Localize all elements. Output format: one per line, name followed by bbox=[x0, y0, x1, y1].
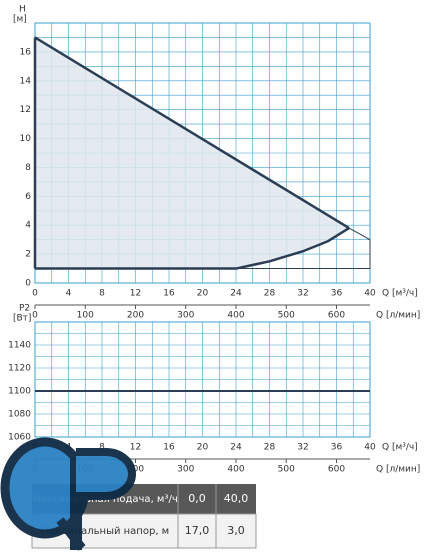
x-tick-label: 20 bbox=[197, 443, 209, 453]
plot-frame bbox=[34, 321, 371, 438]
y-tick-label: 16 bbox=[20, 47, 32, 57]
x-tick-label: 36 bbox=[331, 443, 343, 453]
cell: 3,0 bbox=[227, 524, 245, 537]
y-tick-label: 10 bbox=[20, 134, 32, 144]
y-tick-label: 1080 bbox=[8, 410, 31, 420]
x-tick-label: 24 bbox=[230, 289, 242, 299]
x-tick-label: 20 bbox=[197, 289, 209, 299]
y-axis-label: H bbox=[19, 5, 26, 15]
x-tick-label: 0 bbox=[32, 289, 38, 299]
x2-tick-label: 400 bbox=[227, 311, 244, 321]
x-tick-label: 8 bbox=[99, 443, 105, 453]
x-tick-label: 28 bbox=[264, 289, 276, 299]
x2-tick-label: 0 bbox=[32, 311, 38, 321]
x2-tick-label: 100 bbox=[77, 311, 94, 321]
x-tick-label: 4 bbox=[66, 289, 72, 299]
logo-q bbox=[5, 442, 85, 534]
x2-tick-label: 200 bbox=[127, 465, 144, 475]
y-axis-unit: [м] bbox=[13, 15, 27, 25]
y-tick-label: 8 bbox=[25, 163, 31, 173]
y-tick-label: 2 bbox=[25, 250, 31, 260]
x2-tick-label: 600 bbox=[328, 311, 345, 321]
x-tick-label: 16 bbox=[163, 443, 175, 453]
x2-tick-label: 300 bbox=[177, 311, 194, 321]
y-tick-label: 12 bbox=[20, 105, 31, 115]
y-tick-label: 1060 bbox=[8, 433, 31, 443]
y-tick-label: 1120 bbox=[8, 364, 31, 374]
x2-tick-label: 600 bbox=[328, 465, 345, 475]
y-tick-label: 0 bbox=[25, 279, 31, 289]
x-tick-label: 32 bbox=[297, 289, 308, 299]
x-tick-label: 32 bbox=[297, 443, 308, 453]
y-axis-unit: [Вт] bbox=[13, 314, 31, 324]
x2-tick-label: 400 bbox=[227, 465, 244, 475]
curve bbox=[34, 36, 350, 230]
curve bbox=[35, 227, 350, 270]
cell: Максимальный напор, м bbox=[41, 526, 169, 537]
operating-area bbox=[35, 37, 350, 269]
x-tick-label: 40 bbox=[364, 443, 376, 453]
x-tick-label: 24 bbox=[230, 443, 242, 453]
cell: 0,0 bbox=[188, 492, 206, 505]
logo bbox=[0, 437, 136, 551]
x2-tick-label: 200 bbox=[127, 311, 144, 321]
y-axis-label: P2 bbox=[19, 304, 30, 314]
y-tick-label: 4 bbox=[25, 221, 31, 231]
cell: 17,0 bbox=[185, 524, 210, 537]
y-tick-label: 14 bbox=[20, 76, 32, 86]
y-tick-label: 6 bbox=[25, 192, 31, 202]
x-tick-label: 12 bbox=[130, 289, 141, 299]
x-axis-label: Q [м³/ч] bbox=[382, 443, 418, 453]
x-axis-label: Q [м³/ч] bbox=[382, 289, 418, 299]
x2-tick-label: 500 bbox=[278, 465, 295, 475]
x-tick-label: 36 bbox=[331, 289, 343, 299]
x2-tick-label: 300 bbox=[177, 465, 194, 475]
cell: 40,0 bbox=[224, 492, 249, 505]
x-tick-label: 28 bbox=[264, 443, 276, 453]
x-tick-label: 40 bbox=[364, 289, 376, 299]
x-tick-label: 16 bbox=[163, 289, 175, 299]
x2-tick-label: 500 bbox=[278, 311, 295, 321]
x-tick-label: 8 bbox=[99, 289, 105, 299]
x-tick-label: 12 bbox=[130, 443, 141, 453]
y-tick-label: 1140 bbox=[8, 341, 31, 351]
x2-axis-label: Q [л/мин] bbox=[376, 465, 420, 475]
curve bbox=[236, 227, 371, 270]
logo-p-bowl bbox=[76, 448, 136, 500]
x2-axis-label: Q [л/мин] bbox=[376, 311, 420, 321]
y-tick-label: 1100 bbox=[8, 387, 31, 397]
